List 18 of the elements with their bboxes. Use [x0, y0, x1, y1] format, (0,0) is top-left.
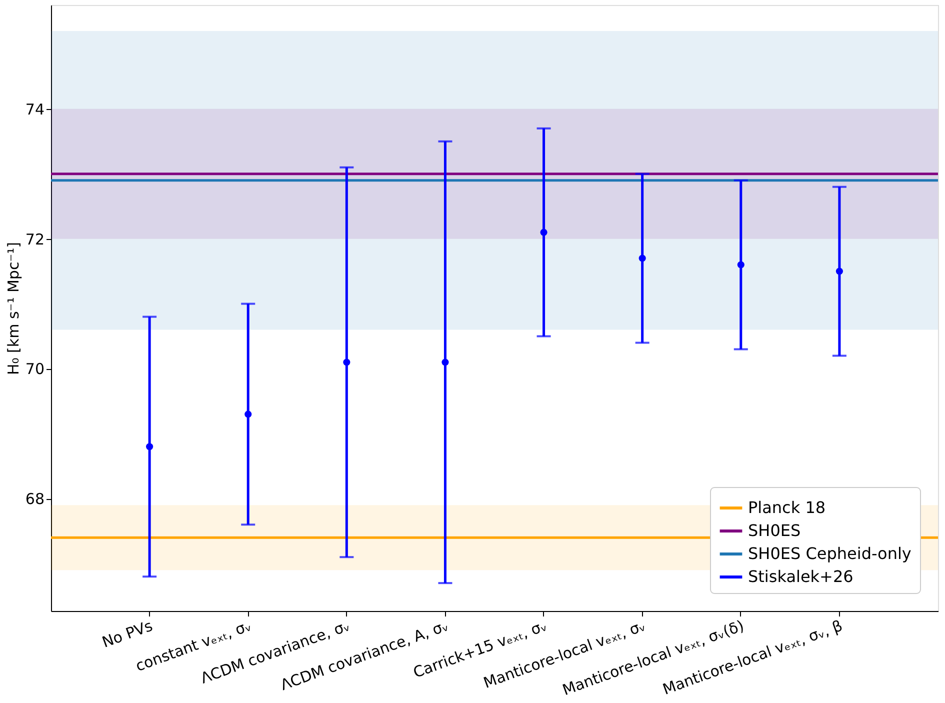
legend-label: Stiskalek+26	[748, 567, 854, 586]
point	[343, 358, 350, 366]
point	[244, 410, 252, 418]
point	[540, 228, 548, 236]
y-tick-label: 74	[25, 100, 44, 118]
point	[638, 254, 646, 262]
point	[836, 268, 843, 275]
point	[146, 443, 154, 450]
legend-label: Planck 18	[748, 498, 826, 517]
y-tick-label: 72	[25, 230, 44, 248]
legend-label: SH0ES Cepheid-only	[748, 544, 912, 563]
point	[442, 358, 449, 366]
point	[737, 261, 744, 268]
legend-label: SH0ES	[748, 521, 801, 540]
x-tick-label: No PVs	[100, 616, 156, 652]
y-tick-label: 70	[25, 360, 44, 378]
y-tick-label: 68	[25, 490, 44, 508]
y-axis-title: H₀ [km s⁻¹ Mpc⁻¹]	[4, 242, 22, 375]
